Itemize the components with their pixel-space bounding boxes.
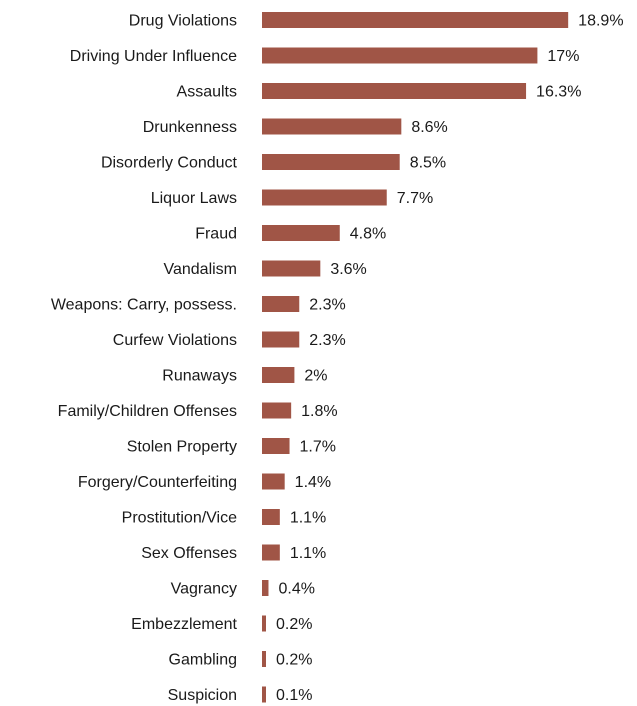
bar bbox=[262, 225, 340, 241]
bar bbox=[262, 651, 266, 667]
category-label: Family/Children Offenses bbox=[58, 403, 237, 420]
value-label: 0.2% bbox=[276, 652, 312, 669]
value-label: 8.5% bbox=[410, 155, 446, 172]
bar bbox=[262, 615, 266, 632]
value-label: 0.4% bbox=[278, 581, 314, 598]
bar bbox=[262, 686, 266, 703]
category-labels: Drug Violations Driving Under Influence As… bbox=[51, 13, 238, 705]
category-label: Weapons: Carry, possess. bbox=[51, 297, 237, 314]
bar bbox=[262, 367, 295, 383]
bar bbox=[262, 544, 280, 561]
value-label: 17% bbox=[547, 48, 579, 65]
value-label: 2% bbox=[304, 368, 327, 385]
value-label: 1.1% bbox=[290, 510, 326, 527]
category-label: Gambling bbox=[169, 652, 237, 669]
bar bbox=[262, 331, 300, 348]
value-label: 7.7% bbox=[397, 190, 433, 207]
bar bbox=[262, 83, 527, 99]
value-label: 1.7% bbox=[300, 439, 336, 456]
category-label: Forgery/Counterfeiting bbox=[78, 474, 237, 491]
value-label: 4.8% bbox=[350, 226, 386, 243]
value-label: 2.3% bbox=[309, 297, 345, 314]
value-label: 1.4% bbox=[295, 474, 331, 491]
category-label: Curfew Violations bbox=[113, 332, 237, 349]
category-label: Disorderly Conduct bbox=[101, 155, 238, 172]
bar bbox=[262, 118, 402, 135]
category-label: Drunkenness bbox=[143, 119, 237, 136]
bars bbox=[262, 12, 569, 703]
category-label: Suspicion bbox=[168, 687, 237, 704]
bar bbox=[262, 580, 269, 596]
value-label: 0.2% bbox=[276, 616, 312, 633]
category-label: Vagrancy bbox=[171, 581, 237, 598]
category-label: Driving Under Influence bbox=[70, 48, 237, 65]
category-label: Drug Violations bbox=[129, 13, 237, 30]
bar bbox=[262, 189, 387, 206]
category-label: Sex Offenses bbox=[141, 545, 237, 562]
category-label: Assaults bbox=[177, 84, 237, 101]
category-label: Runaways bbox=[162, 368, 237, 385]
value-label: 2.3% bbox=[309, 332, 345, 349]
bar bbox=[262, 473, 285, 490]
category-label: Embezzlement bbox=[131, 616, 237, 633]
bar bbox=[262, 509, 280, 525]
value-label: 8.6% bbox=[411, 119, 447, 136]
value-labels: 18.9% 17% 16.3% 8.6% 8.5% 7.7% 4.8% 3.6% 2.3% 2.3… bbox=[276, 13, 624, 705]
bar bbox=[262, 260, 321, 277]
category-label: Vandalism bbox=[163, 261, 237, 278]
category-label: Fraud bbox=[195, 226, 237, 243]
bar bbox=[262, 402, 292, 419]
bar bbox=[262, 47, 538, 64]
bar bbox=[262, 438, 290, 454]
value-label: 0.1% bbox=[276, 687, 312, 704]
value-label: 1.8% bbox=[301, 403, 337, 420]
value-label: 1.1% bbox=[290, 545, 326, 562]
value-label: 18.9% bbox=[578, 13, 623, 30]
bar bbox=[262, 12, 569, 28]
category-label: Prostitution/Vice bbox=[122, 510, 237, 527]
bar bbox=[262, 154, 400, 170]
bar bbox=[262, 296, 300, 312]
value-label: 16.3% bbox=[536, 84, 581, 101]
value-label: 3.6% bbox=[330, 261, 366, 278]
category-label: Liquor Laws bbox=[151, 190, 237, 207]
category-label: Stolen Property bbox=[127, 439, 237, 456]
